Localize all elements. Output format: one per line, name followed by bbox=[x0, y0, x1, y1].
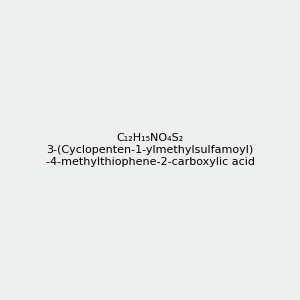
Text: C₁₂H₁₅NO₄S₂
3-(Cyclopenten-1-ylmethylsulfamoyl)
-4-methylthiophene-2-carboxylic : C₁₂H₁₅NO₄S₂ 3-(Cyclopenten-1-ylmethylsul… bbox=[46, 134, 254, 166]
